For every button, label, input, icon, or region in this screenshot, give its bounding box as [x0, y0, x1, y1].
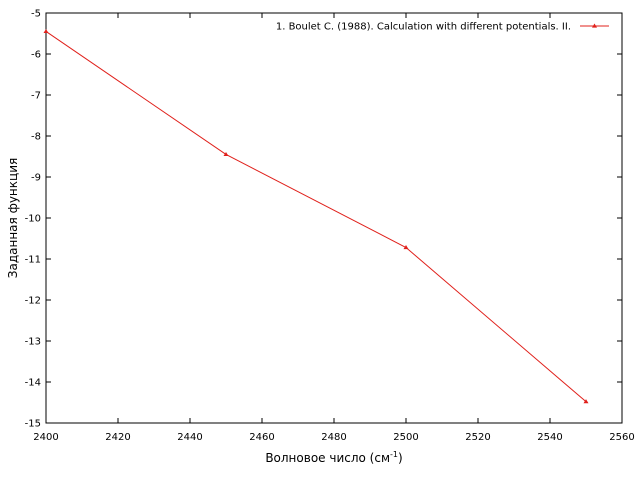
- x-tick-label: 2400: [33, 432, 58, 443]
- x-tick-label: 2480: [321, 432, 346, 443]
- legend-label: 1. Boulet C. (1988). Calculation with di…: [276, 22, 571, 33]
- y-tick-label: -11: [25, 255, 41, 266]
- x-axis-label: Волновое число (см-1): [265, 450, 402, 465]
- y-axis-ticks: -5 -6 -7 -8 -9 -10 -11 -12 -13 -14 -15: [25, 9, 622, 430]
- y-tick-label: -15: [25, 419, 41, 430]
- x-axis-ticks: 2400 2420 2440 2460 2480 2500 2520 2540 2560: [33, 13, 635, 443]
- series-layer: [43, 28, 589, 404]
- y-tick-label: -8: [31, 132, 41, 143]
- plot-frame: [45, 12, 623, 424]
- y-tick-label: -14: [25, 378, 41, 389]
- x-tick-label: 2500: [393, 432, 418, 443]
- data-point-marker: [583, 399, 589, 404]
- legend-marker-sample: [592, 23, 597, 28]
- y-tick-label: -7: [31, 91, 41, 102]
- series-line: [45, 31, 587, 403]
- y-tick-label: -6: [31, 50, 41, 61]
- y-tick-label: -13: [25, 337, 41, 348]
- data-point-marker: [403, 245, 409, 250]
- x-tick-label: 2440: [177, 432, 202, 443]
- x-tick-label: 2460: [249, 432, 274, 443]
- y-tick-label: -12: [25, 296, 41, 307]
- y-axis-label: Заданная функция: [6, 158, 20, 278]
- legend: 1. Boulet C. (1988). Calculation with di…: [276, 22, 609, 33]
- y-tick-label: -9: [31, 173, 41, 184]
- x-tick-label: 2520: [465, 432, 490, 443]
- data-point-marker: [43, 28, 49, 34]
- x-tick-label: 2540: [537, 432, 562, 443]
- y-tick-label: -10: [25, 214, 41, 225]
- data-point-marker: [223, 151, 229, 157]
- x-tick-label: 2560: [609, 432, 634, 443]
- x-tick-label: 2420: [105, 432, 130, 443]
- y-tick-label: -5: [31, 9, 41, 20]
